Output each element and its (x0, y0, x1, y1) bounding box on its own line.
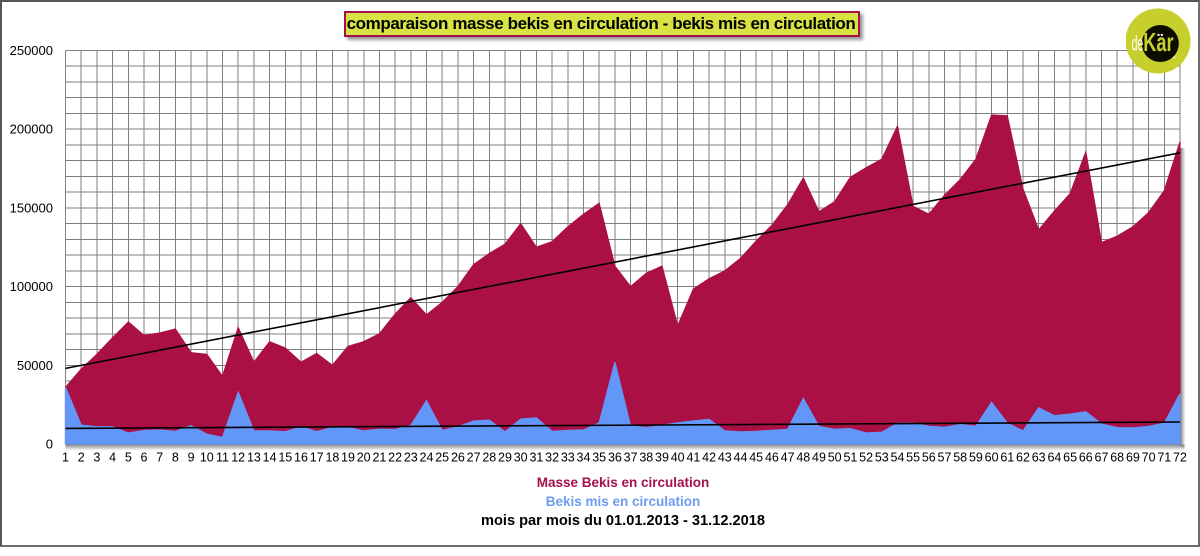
svg-text:57: 57 (938, 451, 952, 465)
svg-text:63: 63 (1032, 451, 1046, 465)
svg-text:69: 69 (1126, 451, 1140, 465)
svg-text:Kar: Kar (1143, 28, 1174, 57)
svg-text:22: 22 (388, 451, 402, 465)
svg-text:13: 13 (247, 451, 261, 465)
svg-text:50000: 50000 (17, 358, 53, 373)
svg-text:19: 19 (341, 451, 355, 465)
svg-text:65: 65 (1063, 451, 1077, 465)
svg-text:67: 67 (1095, 451, 1109, 465)
svg-text:2: 2 (78, 451, 85, 465)
svg-text:150000: 150000 (10, 200, 53, 215)
svg-text:23: 23 (404, 451, 418, 465)
svg-text:60: 60 (985, 451, 999, 465)
svg-text:18: 18 (325, 451, 339, 465)
svg-text:20: 20 (357, 451, 371, 465)
svg-text:0: 0 (46, 437, 53, 452)
svg-text:28: 28 (482, 451, 496, 465)
svg-text:8: 8 (172, 451, 179, 465)
svg-text:14: 14 (263, 451, 277, 465)
svg-text:4: 4 (109, 451, 116, 465)
svg-text:59: 59 (969, 451, 983, 465)
svg-text:38: 38 (639, 451, 653, 465)
svg-text:40: 40 (671, 451, 685, 465)
svg-text:54: 54 (891, 451, 905, 465)
svg-text:61: 61 (1000, 451, 1014, 465)
svg-text:36: 36 (608, 451, 622, 465)
svg-text:25: 25 (435, 451, 449, 465)
svg-text:49: 49 (812, 451, 826, 465)
svg-text:250000: 250000 (10, 43, 53, 58)
svg-text:53: 53 (875, 451, 889, 465)
svg-text:de: de (1132, 31, 1144, 55)
svg-text:64: 64 (1047, 451, 1061, 465)
svg-text:48: 48 (796, 451, 810, 465)
svg-text:66: 66 (1079, 451, 1093, 465)
svg-text:10: 10 (200, 451, 214, 465)
svg-text:62: 62 (1016, 451, 1030, 465)
svg-text:35: 35 (592, 451, 606, 465)
svg-text:31: 31 (529, 451, 543, 465)
svg-text:71: 71 (1157, 451, 1171, 465)
svg-text:24: 24 (420, 451, 434, 465)
svg-text:26: 26 (451, 451, 465, 465)
svg-text:39: 39 (655, 451, 669, 465)
svg-text:15: 15 (278, 451, 292, 465)
svg-text:45: 45 (749, 451, 763, 465)
svg-text:44: 44 (734, 451, 748, 465)
svg-text:200000: 200000 (10, 122, 53, 137)
svg-text:12: 12 (231, 451, 245, 465)
svg-text:5: 5 (125, 451, 132, 465)
svg-text:58: 58 (953, 451, 967, 465)
svg-text:72: 72 (1173, 451, 1187, 465)
svg-text:17: 17 (310, 451, 324, 465)
svg-text:42: 42 (702, 451, 716, 465)
svg-text:43: 43 (718, 451, 732, 465)
svg-text:51: 51 (843, 451, 857, 465)
svg-text:30: 30 (514, 451, 528, 465)
svg-text:33: 33 (561, 451, 575, 465)
svg-text:50: 50 (828, 451, 842, 465)
svg-text:7: 7 (156, 451, 163, 465)
svg-text:34: 34 (577, 451, 591, 465)
svg-text:47: 47 (781, 451, 795, 465)
svg-text:41: 41 (686, 451, 700, 465)
svg-text:3: 3 (93, 451, 100, 465)
svg-text:100000: 100000 (10, 279, 53, 294)
svg-text:6: 6 (141, 451, 148, 465)
svg-text:56: 56 (922, 451, 936, 465)
svg-text:29: 29 (498, 451, 512, 465)
svg-text:27: 27 (467, 451, 481, 465)
svg-text:21: 21 (372, 451, 386, 465)
svg-text:70: 70 (1142, 451, 1156, 465)
svg-text:52: 52 (859, 451, 873, 465)
svg-text:1: 1 (62, 451, 69, 465)
svg-text:32: 32 (545, 451, 559, 465)
svg-text:55: 55 (906, 451, 920, 465)
svg-text:37: 37 (624, 451, 638, 465)
svg-text:11: 11 (216, 451, 229, 465)
svg-text:9: 9 (188, 451, 195, 465)
svg-text:46: 46 (765, 451, 779, 465)
svg-text:16: 16 (294, 451, 308, 465)
svg-text:68: 68 (1110, 451, 1124, 465)
